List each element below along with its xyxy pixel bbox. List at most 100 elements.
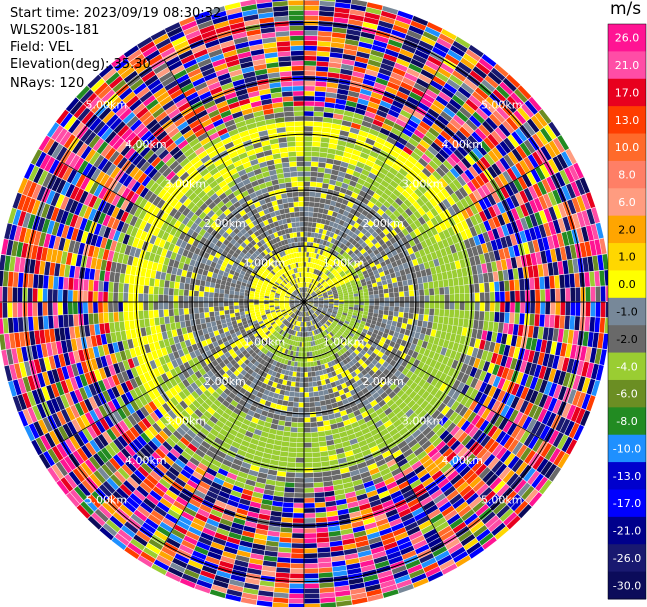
velocity-gate	[363, 164, 372, 172]
velocity-gate	[337, 140, 347, 147]
velocity-gate	[322, 250, 327, 256]
velocity-gate	[339, 299, 344, 302]
velocity-gate	[304, 146, 312, 152]
velocity-gate	[315, 281, 319, 286]
velocity-gate	[365, 138, 376, 146]
velocity-gate	[378, 20, 394, 29]
velocity-gate	[499, 157, 511, 170]
velocity-gate	[454, 189, 464, 201]
velocity-gate	[318, 278, 323, 283]
velocity-gate	[373, 39, 388, 49]
velocity-gate	[452, 214, 461, 224]
velocity-gate	[427, 108, 440, 119]
velocity-gate	[339, 166, 348, 173]
velocity-gate	[320, 379, 326, 386]
velocity-gate	[573, 162, 584, 179]
velocity-gate	[347, 163, 356, 171]
velocity-gate	[453, 277, 459, 286]
velocity-gate	[444, 302, 450, 310]
velocity-gate	[304, 573, 319, 579]
velocity-gate	[335, 259, 341, 265]
velocity-gate	[350, 261, 357, 267]
velocity-gate	[416, 78, 430, 89]
velocity-gate	[482, 120, 494, 134]
velocity-gate	[461, 157, 472, 169]
velocity-gate	[323, 389, 329, 395]
velocity-gate	[468, 95, 482, 108]
velocity-gate	[404, 302, 410, 308]
velocity-gate	[357, 46, 372, 54]
velocity-gate	[298, 347, 302, 352]
velocity-gate	[461, 267, 468, 277]
velocity-gate	[304, 126, 313, 132]
velocity-gate	[338, 293, 344, 297]
velocity-gate	[434, 233, 442, 243]
velocity-gate	[333, 206, 340, 213]
velocity-gate	[385, 216, 394, 225]
velocity-gate	[311, 268, 315, 274]
velocity-gate	[482, 196, 492, 208]
velocity-gate	[304, 45, 317, 51]
velocity-gate	[343, 277, 349, 282]
velocity-gate	[432, 322, 438, 330]
velocity-gate	[364, 111, 376, 119]
velocity-gate	[310, 290, 314, 295]
velocity-gate	[434, 294, 440, 302]
velocity-gate	[334, 12, 349, 19]
velocity-gate	[339, 281, 345, 286]
velocity-gate	[371, 44, 386, 53]
velocity-gate	[322, 208, 329, 215]
velocity-gate	[338, 305, 344, 309]
velocity-gate	[316, 527, 329, 533]
velocity-gate	[304, 247, 307, 252]
velocity-gate	[278, 461, 288, 467]
velocity-gate	[410, 58, 425, 69]
velocity-gate	[329, 540, 343, 547]
velocity-gate	[365, 69, 378, 77]
velocity-gate	[381, 58, 396, 67]
velocity-gate	[548, 158, 559, 174]
velocity-gate	[469, 256, 476, 267]
velocity-gate	[268, 525, 281, 532]
velocity-gate	[316, 290, 321, 294]
velocity-gate	[369, 294, 374, 299]
velocity-gate	[336, 197, 344, 204]
velocity-gate	[483, 252, 491, 263]
velocity-gate	[285, 416, 292, 422]
velocity-gate	[441, 28, 457, 41]
velocity-gate	[309, 289, 313, 294]
velocity-gate	[503, 154, 515, 168]
velocity-gate	[315, 517, 328, 523]
velocity-gate	[310, 361, 315, 367]
velocity-gate	[304, 292, 306, 297]
velocity-gate	[293, 498, 304, 503]
velocity-gate	[425, 238, 433, 247]
velocity-gate	[281, 517, 293, 523]
velocity-gate	[306, 282, 308, 288]
velocity-gate	[330, 286, 336, 290]
velocity-gate	[425, 328, 432, 336]
velocity-gate	[378, 309, 384, 315]
velocity-gate	[540, 250, 547, 264]
velocity-gate	[327, 265, 333, 271]
velocity-gate	[362, 78, 375, 87]
velocity-gate	[312, 293, 317, 297]
velocity-gate	[557, 328, 564, 343]
velocity-gate	[304, 452, 313, 458]
velocity-gate	[479, 140, 491, 153]
velocity-gate	[304, 65, 316, 71]
velocity-gate	[463, 239, 471, 249]
velocity-gate	[354, 266, 361, 272]
velocity-gate	[315, 512, 327, 518]
velocity-gate	[272, 449, 281, 456]
velocity-gate	[306, 252, 310, 257]
velocity-gate	[300, 377, 304, 382]
velocity-gate	[419, 302, 425, 308]
velocity-gate	[316, 282, 321, 287]
velocity-gate	[274, 439, 282, 446]
velocity-gate	[313, 298, 319, 300]
velocity-gate	[581, 194, 591, 210]
velocity-gate	[417, 320, 423, 327]
velocity-gate	[506, 95, 521, 110]
velocity-gate	[390, 127, 402, 137]
